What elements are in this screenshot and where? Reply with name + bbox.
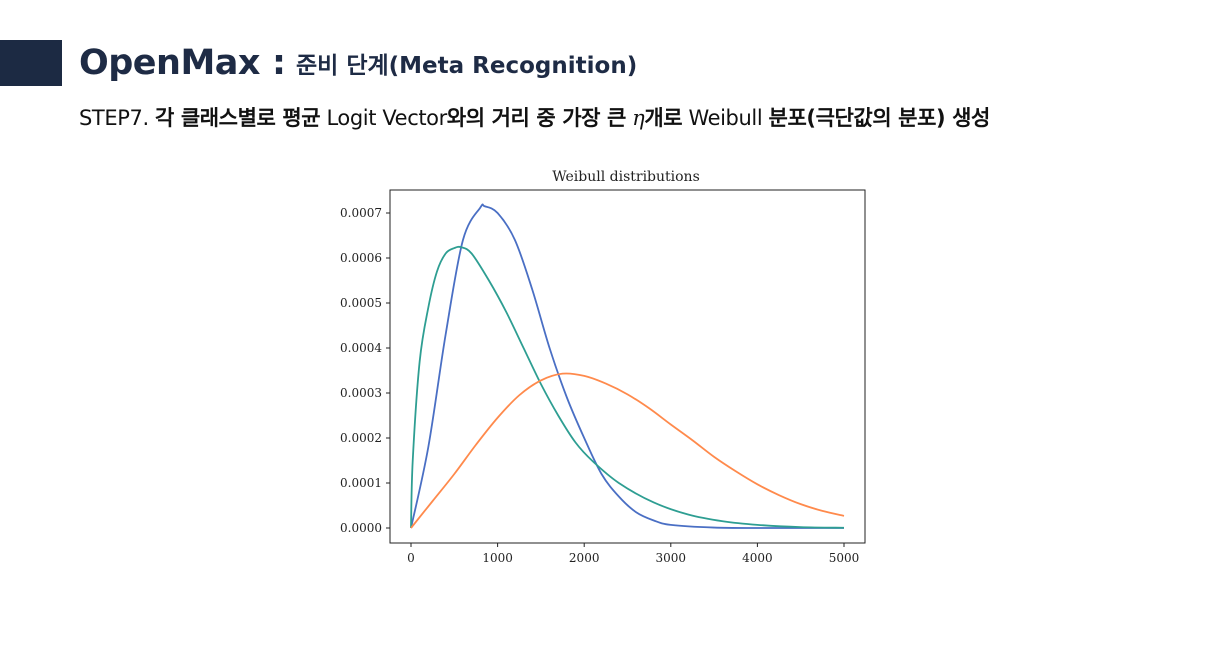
step-text-3: 와의 거리 중 가장 큰: [446, 106, 626, 130]
step-description: STEP7. 각 클래스별로 평균 Logit Vector와의 거리 중 가장…: [79, 102, 990, 132]
title-subtitle: 준비 단계(Meta Recognition): [296, 53, 638, 79]
x-tick-label: 2000: [569, 551, 600, 565]
x-tick-label: 4000: [742, 551, 773, 565]
step-text-2: Logit Vector: [326, 106, 447, 130]
title-main: OpenMax: [79, 43, 261, 83]
y-tick-label: 0.0002: [340, 431, 382, 445]
y-tick-label: 0.0003: [340, 386, 382, 400]
step-eta-symbol: η: [632, 106, 645, 130]
title-accent-block: [0, 40, 62, 86]
step-text-1: 각 클래스별로 평균: [155, 106, 321, 130]
y-tick-label: 0.0005: [340, 296, 382, 310]
x-tick-label: 3000: [656, 551, 687, 565]
y-tick-label: 0.0007: [340, 206, 382, 220]
y-tick-label: 0.0000: [340, 521, 382, 535]
step-text-4: 개로: [644, 106, 683, 130]
step-text-5: Weibull: [688, 106, 763, 130]
series-line-1: [410, 203, 844, 529]
slide-title: OpenMax : 준비 단계(Meta Recognition): [79, 40, 637, 86]
series-line-3: [410, 372, 845, 529]
axis-layer: 0 1000 2000 3000 4000 5000 0.0000 0.0001 0.0002 0…: [340, 206, 859, 565]
step-prefix: STEP7.: [79, 106, 149, 130]
y-tick-label: 0.0006: [340, 251, 382, 265]
x-tick-label: 0: [407, 551, 415, 565]
weibull-chart-svg: Weibull distributions 0 1000 2000 3000 4000 5…: [340, 169, 866, 565]
title-separator: :: [272, 43, 286, 83]
y-tick-label: 0.0001: [340, 476, 382, 490]
y-tick-label: 0.0004: [340, 341, 382, 355]
x-tick-label: 1000: [482, 551, 513, 565]
series-layer: [410, 203, 845, 529]
plot-frame: [389, 189, 866, 544]
series-line-2: [410, 245, 845, 529]
step-text-6: 분포(극단값의 분포) 생성: [768, 106, 991, 130]
chart-title: Weibull distributions: [552, 169, 700, 185]
x-tick-label: 5000: [829, 551, 860, 565]
weibull-chart: Weibull distributions 0 1000 2000 3000 4000 5…: [320, 160, 880, 580]
